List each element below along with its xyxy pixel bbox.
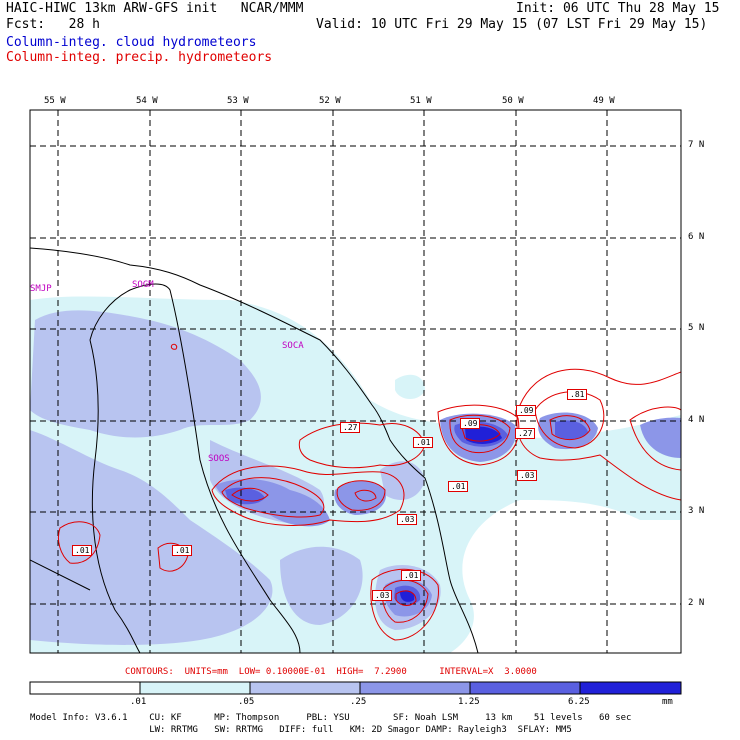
contour-label: .03 <box>517 470 538 481</box>
cloud-field-5 <box>400 426 502 602</box>
colorbar-value: 1.25 <box>458 697 480 707</box>
colorbar-value: 6.25 <box>568 697 590 707</box>
lat-label: 7 N <box>688 140 705 150</box>
precip-contours <box>57 343 681 641</box>
lat-lon-grid <box>30 110 681 653</box>
lat-label: 4 N <box>688 415 705 425</box>
lat-label: 5 N <box>688 323 705 333</box>
lat-label: 2 N <box>688 598 705 608</box>
station-label: SOCA <box>282 341 304 351</box>
valid-time: Valid: 10 UTC Fri 29 May 15 (07 LST Fri … <box>316 17 708 32</box>
forecast-hour: Fcst: 28 h <box>6 17 100 32</box>
model-info-line1: Model Info: V3.6.1 CU: KF MP: Thompson P… <box>30 713 632 723</box>
lon-label: 49 W <box>593 96 615 106</box>
contour-label: .01 <box>448 481 469 492</box>
lat-label: 6 N <box>688 232 705 242</box>
station-label: SOOS <box>208 454 230 464</box>
contour-label: .01 <box>172 545 193 556</box>
lon-label: 52 W <box>319 96 341 106</box>
model-info-line2: LW: RRTMG SW: RRTMG DIFF: full KM: 2D Sm… <box>30 725 572 735</box>
colorbar-value: .05 <box>238 697 255 707</box>
contour-label: .27 <box>515 428 536 439</box>
legend-cloud: Column-integ. cloud hydrometeors <box>6 35 257 50</box>
lon-label: 50 W <box>502 96 524 106</box>
map-frame <box>29 109 682 654</box>
lon-label: 55 W <box>44 96 66 106</box>
lon-label: 51 W <box>410 96 432 106</box>
legend-precip: Column-integ. precip. hydrometeors <box>6 50 273 65</box>
lat-label: 3 N <box>688 506 705 516</box>
colorbar-value: .01 <box>130 697 147 707</box>
contour-label: .03 <box>397 514 418 525</box>
init-time: Init: 06 UTC Thu 28 May 15 <box>516 1 720 16</box>
contour-label: .01 <box>72 545 93 556</box>
colorbar <box>29 681 682 695</box>
lon-label: 54 W <box>136 96 158 106</box>
station-label: SMJP <box>30 284 52 294</box>
contour-label: .27 <box>340 422 361 433</box>
contour-label: .03 <box>372 590 393 601</box>
header-title: HAIC-HIWC 13km ARW-GFS init NCAR/MMM <box>6 1 304 16</box>
contour-label: .01 <box>413 437 434 448</box>
contour-label: .09 <box>516 405 537 416</box>
contour-label: .09 <box>460 418 481 429</box>
station-label: SOGM <box>132 280 154 290</box>
cloud-field-2 <box>30 310 441 645</box>
contour-label: .81 <box>567 389 588 400</box>
contours-info: CONTOURS: UNITS=mm LOW= 0.10000E-01 HIGH… <box>125 667 537 677</box>
lon-label: 53 W <box>227 96 249 106</box>
colorbar-unit: mm <box>662 697 673 707</box>
contour-label: .01 <box>401 570 422 581</box>
colorbar-value: .25 <box>350 697 367 707</box>
coastline <box>30 247 479 653</box>
